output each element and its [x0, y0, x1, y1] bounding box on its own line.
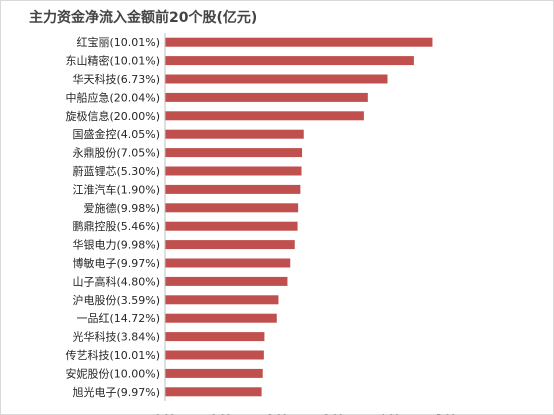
category-label: 光华科技(3.84%) — [72, 330, 160, 344]
category-label: 东山精密(10.01%) — [65, 54, 160, 68]
category-label: 安妮股份(10.00%) — [65, 366, 160, 380]
category-label: 鹏鼎控股(5.46%) — [72, 219, 160, 233]
bar — [165, 221, 298, 231]
category-label: 蔚蓝锂芯(5.30%) — [72, 164, 160, 178]
bar — [165, 129, 304, 139]
category-label: 红宝丽(10.01%) — [76, 35, 160, 49]
category-label: 永鼎股份(7.05%) — [72, 146, 160, 160]
category-label: 华天科技(6.73%) — [72, 72, 160, 86]
bar — [165, 37, 433, 47]
bar — [165, 368, 263, 378]
bar — [165, 148, 303, 158]
bar — [165, 276, 288, 286]
category-label: 江淮汽车(1.90%) — [72, 182, 160, 196]
category-label: 旭光电子(9.97%) — [72, 385, 160, 399]
bar — [165, 258, 291, 268]
category-label: 博敏电子(9.97%) — [72, 256, 160, 270]
category-label: 华银电力(9.98%) — [72, 238, 160, 252]
bar — [165, 313, 277, 323]
bar — [165, 203, 299, 213]
category-label: 传艺科技(10.01%) — [65, 348, 160, 362]
chart-title: 主力资金净流入金额前20个股(亿元) — [29, 10, 258, 26]
category-label: 山子高科(4.80%) — [72, 274, 160, 288]
category-label: 爱施德(9.98%) — [83, 201, 160, 215]
bar — [165, 74, 388, 84]
bar — [165, 166, 302, 176]
bar — [165, 295, 279, 305]
bar — [165, 56, 414, 66]
bar — [165, 111, 364, 121]
bar — [165, 332, 265, 342]
category-label: 中船应急(20.04%) — [65, 90, 160, 104]
bar — [165, 92, 368, 102]
bar — [165, 240, 295, 250]
category-label: 沪电股份(3.59%) — [72, 293, 160, 307]
category-label: 旋极信息(20.00%) — [65, 109, 160, 123]
bar — [165, 387, 262, 397]
bar — [165, 350, 264, 360]
category-label: 国盛金控(4.05%) — [72, 127, 160, 141]
bar — [165, 184, 301, 194]
category-label: 一品红(14.72%) — [76, 312, 160, 325]
